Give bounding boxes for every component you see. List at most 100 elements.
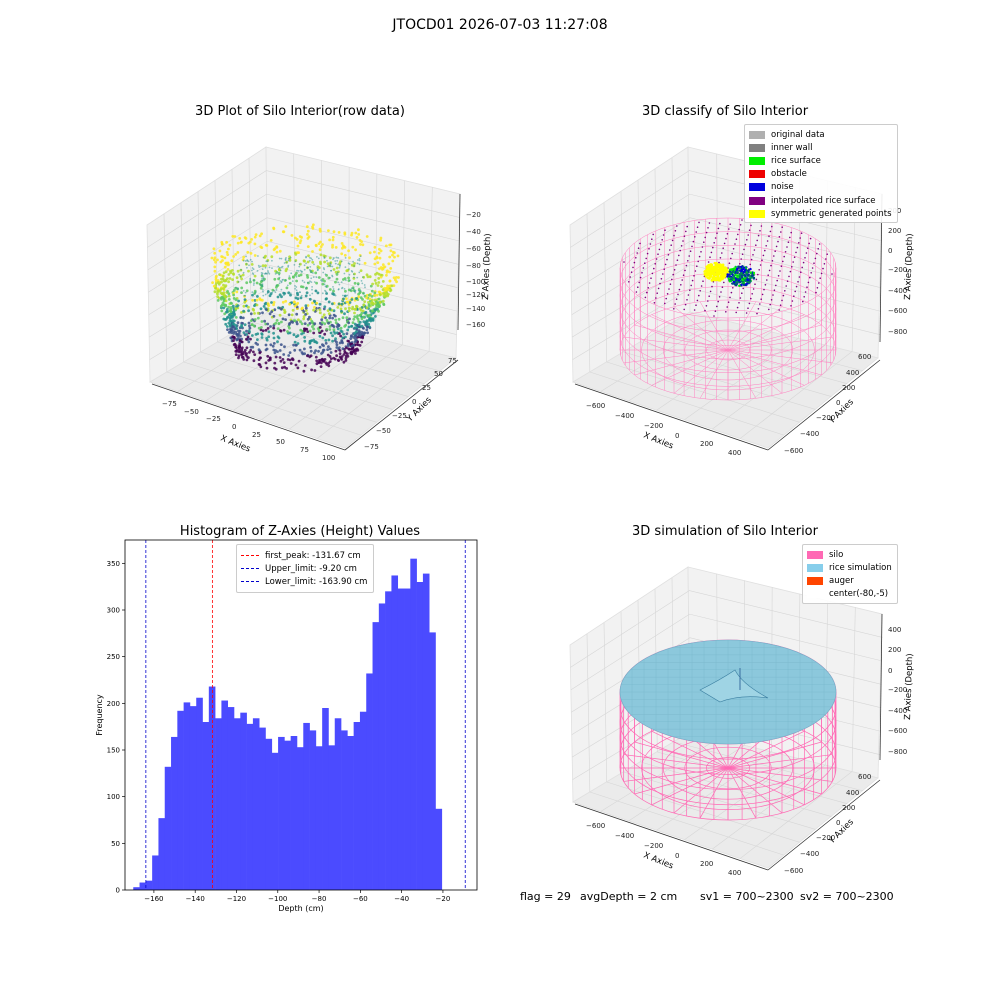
plot1-ytick: −25 xyxy=(392,412,407,420)
legend-label: rice simulation xyxy=(829,562,892,573)
histogram-bar xyxy=(139,882,147,890)
histogram-bar xyxy=(133,887,140,890)
plot4-ztick: −200 xyxy=(888,686,907,694)
plot4-zlabel: Z Axies (Depth) xyxy=(903,653,915,720)
plot1-ztick: −60 xyxy=(466,245,481,253)
histogram-bar xyxy=(397,588,405,890)
plot1-xtick: 100 xyxy=(322,454,335,462)
plot2-ztick: −200 xyxy=(888,266,907,274)
legend-swatch xyxy=(807,563,823,572)
histogram-bar xyxy=(435,808,443,890)
legend-label: interpolated rice surface xyxy=(771,195,876,206)
plot1-ytick: 0 xyxy=(412,398,416,406)
plot1-title: 3D Plot of Silo Interior(row data) xyxy=(195,104,405,119)
histogram-bar xyxy=(183,702,191,890)
legend-entry: obstacle xyxy=(749,168,892,181)
plot4-xlabel: X Axies xyxy=(642,851,675,872)
plot2-legend: original data inner wall rice surface ob… xyxy=(744,124,898,224)
histogram-bar xyxy=(171,736,178,890)
legend-label: rice surface xyxy=(771,155,821,166)
plot2-xtick: 400 xyxy=(728,449,741,457)
legend-label: Upper_limit: -9.20 cm xyxy=(265,563,357,574)
plot4-ytick: 600 xyxy=(858,773,871,781)
legend-entry: Lower_limit: -163.90 cm xyxy=(241,575,367,588)
plot1-ztick: −100 xyxy=(466,278,485,286)
histogram-bars xyxy=(133,558,443,890)
histogram-ylabel: Frequency xyxy=(95,694,104,736)
plot4-ytick: 200 xyxy=(842,804,855,812)
plot4-floor-pane xyxy=(572,731,879,869)
legend-entry: silo xyxy=(807,548,892,561)
legend-swatch xyxy=(807,550,823,559)
figure-title: JTOCD01 2026-07-03 11:27:08 xyxy=(392,17,608,33)
plot4-xtick: 400 xyxy=(728,869,741,877)
histogram-bar xyxy=(189,706,197,890)
plot1-ztick: −40 xyxy=(466,228,481,236)
histogram-vlines xyxy=(145,540,466,890)
plot2-ztick: −800 xyxy=(888,328,907,336)
plot4-ytick: 0 xyxy=(836,819,840,827)
legend-entry: rice surface xyxy=(749,154,892,167)
plot1-ytick: 25 xyxy=(422,384,431,392)
plot1-ytick: −50 xyxy=(376,427,391,435)
histogram-bar xyxy=(215,718,222,890)
histogram-bar xyxy=(334,718,342,890)
legend-swatch xyxy=(749,183,765,192)
histogram-ytick: 200 xyxy=(107,700,120,708)
sv1-text: sv1 = 700~2300 xyxy=(700,890,794,903)
plot2-ztick: 200 xyxy=(888,227,901,235)
histogram-xtick: −120 xyxy=(227,895,246,903)
plot2-ztick: −600 xyxy=(888,307,907,315)
legend-label: inner wall xyxy=(771,142,813,153)
histogram-bar xyxy=(240,712,247,890)
histogram-bar xyxy=(208,686,216,890)
histogram-bar xyxy=(271,752,279,890)
histogram-bar xyxy=(328,745,336,890)
histogram-bar xyxy=(196,697,203,890)
histogram-ytick: 0 xyxy=(116,887,120,895)
plot1-ztick: −140 xyxy=(466,305,485,313)
histogram-xtick: −140 xyxy=(186,895,205,903)
plot4-ytick: 400 xyxy=(846,789,859,797)
histogram-bar xyxy=(202,722,210,890)
histogram-xtick: −160 xyxy=(144,895,163,903)
histogram-bar xyxy=(164,766,172,890)
plot1-ztick: −160 xyxy=(466,321,485,329)
legend-label: auger xyxy=(829,575,854,586)
plot4-xtick: −200 xyxy=(644,842,663,850)
legend-entry: first_peak: -131.67 cm xyxy=(241,549,367,562)
plot2-ztick: −400 xyxy=(888,287,907,295)
histogram-ytick: 100 xyxy=(107,793,120,801)
legend-swatch xyxy=(807,576,823,585)
histogram-bar xyxy=(322,708,329,890)
plot1-xtick: 75 xyxy=(300,446,309,454)
plot4-ytick: −600 xyxy=(784,867,803,875)
histogram-bar xyxy=(303,722,310,890)
legend-line xyxy=(241,568,259,570)
plot2-ytick: −200 xyxy=(816,414,835,422)
legend-swatch xyxy=(807,590,823,599)
histogram-xtick: −20 xyxy=(436,895,451,903)
histogram-bar xyxy=(234,718,241,890)
plot2-ytick: 600 xyxy=(858,353,871,361)
plot2-ytick: 200 xyxy=(842,384,855,392)
plot4-ztick: 200 xyxy=(888,646,901,654)
plot4-xtick: −600 xyxy=(586,822,605,830)
histogram-bar xyxy=(378,603,386,890)
legend-label: symmetric generated points xyxy=(771,208,892,219)
plot1-floor-pane xyxy=(149,311,457,449)
histogram-bar xyxy=(366,673,373,890)
histogram-ytick: 350 xyxy=(107,560,120,568)
histogram-bar xyxy=(227,707,235,890)
legend-entry: interpolated rice surface xyxy=(749,194,892,207)
histogram-ytick: 150 xyxy=(107,747,120,755)
plot2-xtick: −400 xyxy=(615,412,634,420)
plot2-xtick: −200 xyxy=(644,422,663,430)
histogram-bar xyxy=(385,591,392,890)
sv2-text: sv2 = 700~2300 xyxy=(800,890,894,903)
histogram-bar xyxy=(416,582,424,890)
plot2-xtick: −600 xyxy=(586,402,605,410)
plot2-zlabel: Z Axies (Depth) xyxy=(903,233,915,300)
plot1-point-cloud xyxy=(210,223,400,373)
